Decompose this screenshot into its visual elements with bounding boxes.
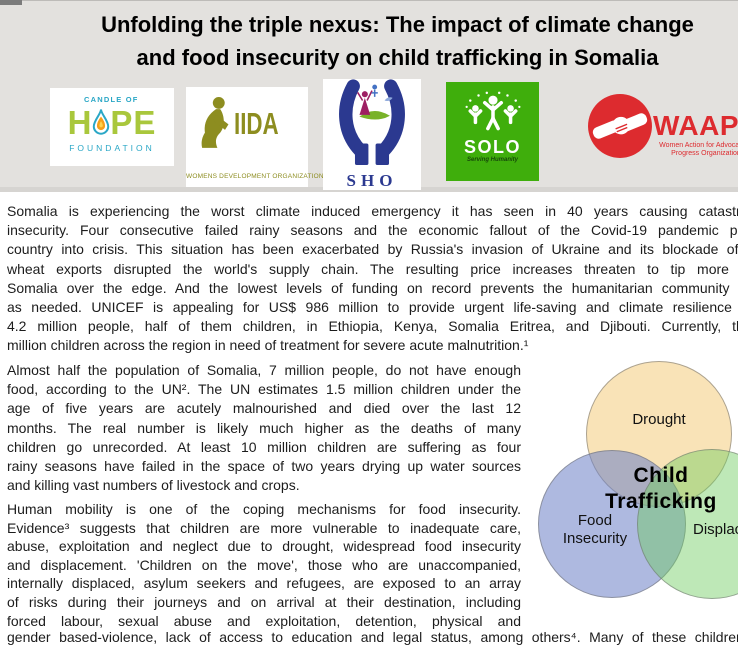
paragraph-line: 4.2 million people, half of them childre… [7,318,738,335]
venn-center-line1: Child [633,464,689,487]
sho-acronym: SHO [346,171,398,190]
venn-label-drought: Drought [632,411,686,428]
paragraph-line: children go unrecorded. At least 10 mill… [7,438,521,455]
candle-of-hope-wordmark: H PE [50,104,174,140]
people-celebrating-icon [465,91,520,131]
solo-tagline: Serving Humanity [466,157,518,163]
solo-name: SOLO [463,137,521,157]
waapo-subtitle: Women Action for Advocacy & Progress Org… [651,142,738,158]
handshake-icon [588,94,652,158]
paragraph-line: wheat exports disrupted the world's supp… [7,260,738,277]
waapo-subtitle-line1: Women Action for Advocacy & [659,142,738,149]
paragraph-line: internally displaced, asylum seekers and… [7,575,521,592]
paragraph-line: months. The real number is likely much h… [7,419,521,436]
hope-letters-pe: PE [110,103,157,141]
venn-center-line2: Trafficking [605,490,717,513]
document-title: Unfolding the triple nexus: The impact o… [0,8,738,74]
column-paragraph-mobility: Human mobility is one of the coping mech… [7,500,521,630]
waapo-acronym: WAAPO [653,110,738,141]
venn-label-child-trafficking: Child Trafficking [561,463,738,515]
venn-food-line1: Food [577,512,613,529]
paragraph-line: of risks during their journeys and on ar… [7,593,521,610]
venn-label-food-insecurity: Food Insecurity [545,512,645,548]
bottom-paragraph-line: gender based-violence, lack of access to… [7,629,738,645]
paragraph-line: abuse, exploitation and neglect due to d… [7,538,521,555]
sho-logo: SHO [323,79,421,190]
candle-of-hope-logo-top-text: CANDLE OF [84,95,139,104]
paragraph-line: and displacement. 'Children on the move'… [7,556,521,573]
paragraph-line: rainy seasons have failed in the space o… [7,458,521,475]
cupped-hands-icon [339,79,405,165]
solo-logo: SOLO Serving Humanity [446,82,539,181]
document-title-line2: and food insecurity on child trafficking… [136,45,659,70]
page-top-edge [0,0,738,1]
iida-wordmark: IIDA [186,95,308,151]
column-paragraph-malnutrition: Almost half the population of Somalia, 7… [7,361,521,495]
document-title-line1: Unfolding the triple nexus: The impact o… [101,12,694,37]
paragraph-line: million children across the region in ne… [7,337,529,354]
candle-of-hope-logo: CANDLE OF H PE FOUNDATION [50,88,174,166]
paragraph-line: as needed. UNICEF is appealing for US$ 9… [7,299,738,316]
paragraph-line: and killing vast numbers of livestock an… [7,477,300,494]
paragraph-line: food, according to the UN². The UN estim… [7,381,521,398]
hope-letter-h: H [67,103,93,141]
paragraph-line: country into crisis. This situation has … [7,241,738,258]
paragraph-line: Somalia is experiencing the worst climat… [7,203,738,219]
candle-of-hope-logo-bottom-text: FOUNDATION [69,143,155,153]
paragraph-line: age of five years are acutely malnourish… [7,400,521,417]
paragraph-line: forced labour, sexual abuse and exploita… [7,612,521,629]
intro-paragraph: Somalia is experiencing the worst climat… [7,202,738,356]
paragraph-line: Human mobility is one of the coping mech… [7,501,521,517]
iida-subtitle: WOMENS DEVELOPMENT ORGANIZATION [186,173,324,180]
water-drop-flame-icon [93,109,110,135]
window-corner-fragment [0,0,22,5]
paragraph-line: Somalia over the edge. And the lowest le… [7,279,738,296]
kneeling-woman-icon [201,96,229,148]
waapo-subtitle-line2: Progress Organization [671,150,738,157]
paragraph-line: Almost half the population of Somalia, 7… [7,362,521,378]
paragraph-line: insecurity. Four consecutive failed rain… [7,222,738,239]
paragraph-line: Evidence³ suggests that children are mor… [7,519,521,536]
iida-logo: IIDA WOMENS DEVELOPMENT ORGANIZATION [186,87,324,187]
waapo-logo: WAAPO Women Action for Advocacy & Progre… [587,93,738,177]
venn-food-line2: Insecurity [562,530,628,547]
document-header: Unfolding the triple nexus: The impact o… [0,0,738,192]
iida-acronym: IIDA [234,105,279,141]
venn-label-displacement: Displacement [693,521,738,538]
